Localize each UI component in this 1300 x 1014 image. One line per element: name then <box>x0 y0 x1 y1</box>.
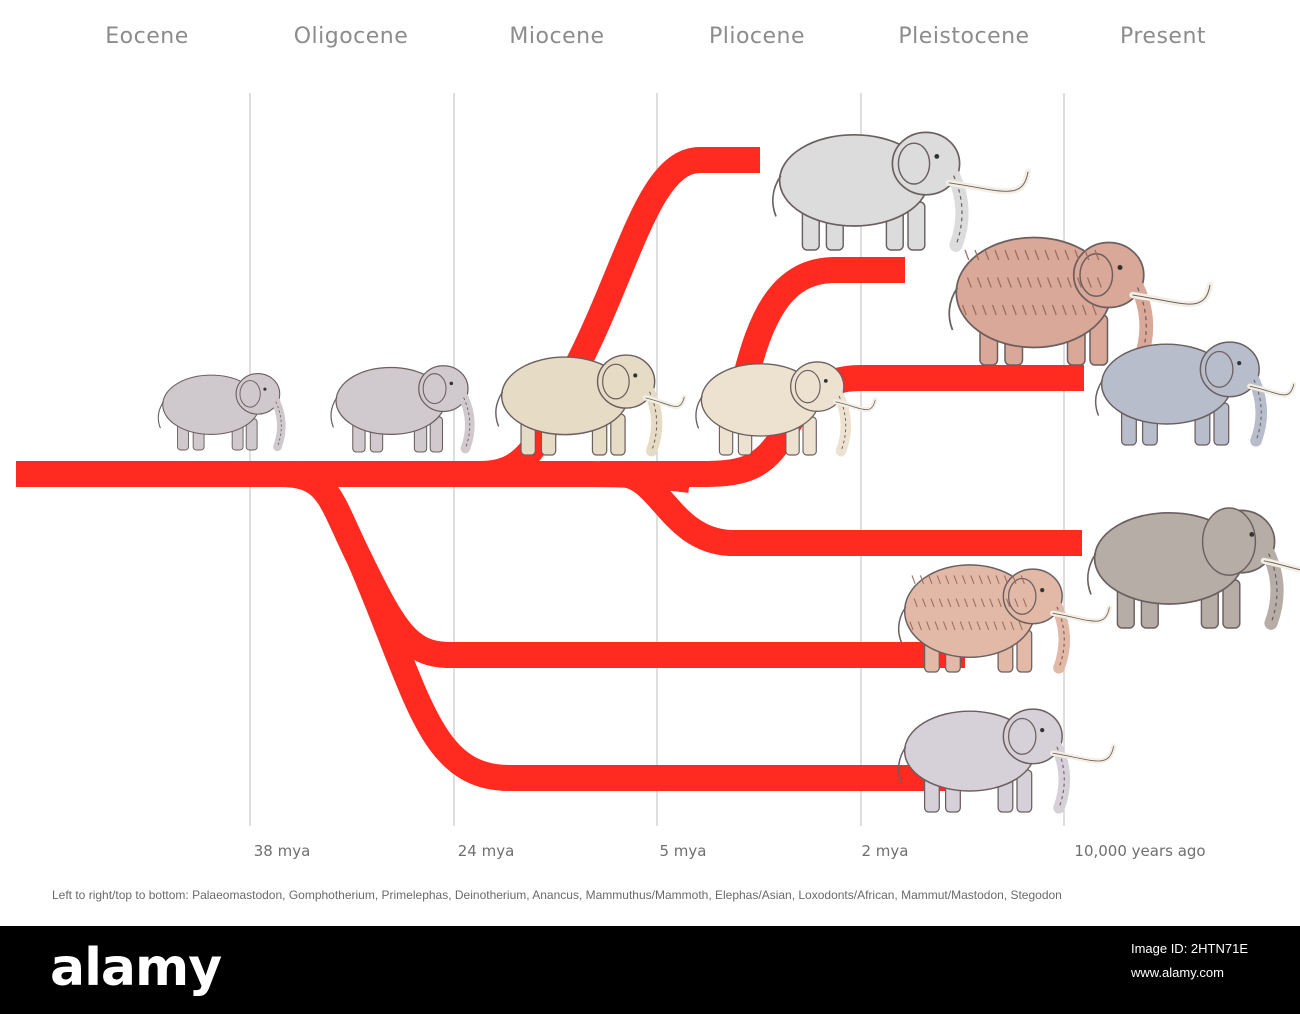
time-tick-10000-years-ago: 10,000 years ago <box>1074 842 1206 860</box>
main-trunk <box>16 461 692 493</box>
time-tick-24mya: 24 mya <box>457 842 515 860</box>
time-tick-5mya: 5 mya <box>659 842 707 860</box>
epoch-label-oligocene: Oligocene <box>293 24 409 49</box>
loxodonts-african-illustration <box>1087 507 1300 630</box>
epoch-label-miocene: Miocene <box>509 24 605 49</box>
lineage-paths <box>16 147 1084 791</box>
primelephas-illustration <box>495 354 687 457</box>
epoch-label-present: Present <box>1119 24 1207 49</box>
time-tick-2mya: 2 mya <box>861 842 909 860</box>
watermark-site: www.alamy.com <box>1130 965 1224 980</box>
anancus-illustration <box>695 361 878 457</box>
deinotherium-illustration <box>772 131 1032 252</box>
watermark-meta: Image ID: 2HTN71E www.alamy.com <box>1131 937 1248 985</box>
gomphotherium-illustration <box>330 365 475 454</box>
epoch-label-eocene: Eocene <box>105 24 189 49</box>
elephas-asian-illustration <box>1095 341 1297 447</box>
epoch-label-pleistocene: Pleistocene <box>898 24 1030 49</box>
animal-illustrations <box>157 131 1300 814</box>
watermark-logo: alamy <box>50 938 222 998</box>
palaeomastodon-illustration <box>157 373 286 452</box>
watermark-bar <box>0 926 1300 1014</box>
time-tick-38mya: 38 mya <box>253 842 311 860</box>
stegodon-illustration <box>898 708 1117 814</box>
deinotherium-branch <box>479 147 760 487</box>
stegodon-branch <box>348 554 968 791</box>
phylogeny-svg <box>16 93 1300 826</box>
watermark-image-id: Image ID: 2HTN71E <box>1130 941 1248 956</box>
epoch-label-pliocene: Pliocene <box>708 24 806 49</box>
mammuthus-mammoth-illustration <box>948 236 1214 367</box>
species-caption: Left to right/top to bottom: Palaeomasto… <box>52 888 1062 902</box>
mammoth-branch <box>732 257 905 384</box>
mammut-mastodon-illustration <box>898 564 1113 674</box>
